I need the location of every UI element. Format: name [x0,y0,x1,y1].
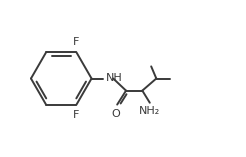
Text: F: F [73,37,80,47]
Text: F: F [73,110,80,120]
Text: NH: NH [106,73,122,83]
Text: NH₂: NH₂ [139,106,160,116]
Text: O: O [111,109,120,119]
